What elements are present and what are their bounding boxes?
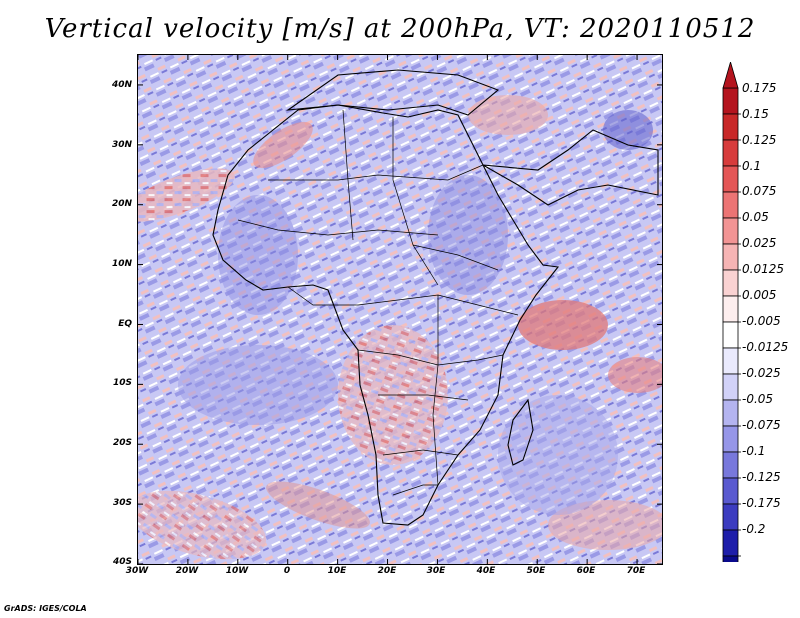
border-angola-zambia: [378, 394, 469, 401]
vertical-velocity-map: [138, 55, 662, 564]
lat-tick-label: 30S: [112, 498, 132, 508]
blue-patch-west-africa: [218, 195, 298, 315]
country-borders: [237, 109, 519, 496]
lon-tick-label: 30E: [426, 566, 446, 576]
colorbar-label: -0.025: [742, 366, 781, 380]
software-credit: GrADS: IGES/COLA: [4, 604, 87, 613]
lat-tick-label: 10N: [111, 259, 132, 269]
border-north-africa: [268, 164, 484, 181]
colorbar-swatch: [722, 555, 739, 562]
colorbar-swatch: [722, 399, 739, 427]
lon-tick-label: 50E: [526, 566, 546, 576]
colorbar-label: -0.125: [742, 470, 781, 484]
lat-lon-gridlines: [138, 55, 662, 564]
colorbar-swatch: [722, 477, 739, 505]
red-patch-morocco: [253, 121, 313, 169]
colorbar-swatch: [722, 373, 739, 401]
map-panel: [137, 54, 663, 565]
lat-tick-label: 40S: [112, 557, 132, 567]
colorbar-label: -0.075: [742, 418, 781, 432]
lon-tick-label: 40E: [476, 566, 496, 576]
colorbar-label: -0.2: [742, 522, 766, 536]
lat-tick-label: 20S: [112, 438, 132, 448]
lon-tick-label: 20W: [175, 566, 199, 576]
lat-tick-label: 30N: [111, 140, 132, 150]
colorbar-label: -0.175: [742, 496, 781, 510]
colorbar-swatch: [722, 113, 739, 141]
red-patch-east-indian-ocean: [608, 357, 662, 393]
lon-tick-label: 30W: [125, 566, 149, 576]
colorbar-swatch: [722, 503, 739, 531]
lon-tick-label: 70E: [626, 566, 646, 576]
red-patch-north-atlantic: [138, 168, 235, 222]
red-patch-indian-ocean: [518, 300, 608, 350]
red-patch-cape: [266, 481, 370, 529]
colorbar-label: 0.15: [742, 107, 769, 121]
colorbar-swatch: [722, 87, 739, 115]
blue-patch-gulf-of-guinea: [178, 345, 338, 425]
red-patch-middle-east: [468, 95, 548, 135]
colorbar-label: 0.05: [742, 210, 769, 224]
blue-patch-iran: [603, 110, 653, 150]
colorbar-label: 0.005: [742, 288, 777, 302]
mediterranean-coastline: [285, 69, 500, 116]
colorbar-label: 0.075: [742, 184, 777, 198]
colorbar-label: 0.175: [742, 81, 777, 95]
border-egypt-sudan: [392, 117, 439, 286]
plot-title: Vertical velocity [m/s] at 200hPa, VT: 2…: [44, 14, 756, 44]
colorbar-label: 0.025: [742, 236, 777, 250]
lat-tick-label: 40N: [111, 80, 132, 90]
border-central: [287, 286, 519, 316]
border-ethiopia: [412, 244, 499, 271]
blue-patch-sudan: [428, 175, 508, 295]
lon-tick-label: 0: [283, 566, 291, 576]
madagascar-coastline: [507, 398, 534, 466]
colorbar-swatch: [722, 425, 739, 453]
colorbar-swatch: [722, 321, 739, 349]
border-sahel: [237, 219, 439, 236]
colorbar: [722, 62, 741, 562]
colorbar-label: 0.1: [742, 159, 762, 173]
colorbar-swatch: [722, 191, 739, 219]
colorbar-upper-arrow: [722, 62, 739, 89]
colorbar-swatch: [722, 165, 739, 193]
lon-tick-label: 20E: [377, 566, 397, 576]
colorbar-label: -0.05: [742, 392, 774, 406]
colorbar-swatch: [722, 269, 739, 297]
colorbar-label: -0.005: [742, 314, 781, 328]
lat-tick-label: 10S: [112, 378, 132, 388]
lon-tick-label: 10E: [327, 566, 347, 576]
lon-tick-label: 60E: [576, 566, 596, 576]
arabian-peninsula-coastline: [482, 129, 659, 206]
lat-tick-label: EQ: [118, 319, 132, 329]
colorbar-swatch: [722, 139, 739, 167]
colorbar-swatch: [722, 451, 739, 479]
lat-tick-label: 20N: [111, 199, 132, 209]
colorbar-swatch: [722, 295, 739, 323]
border-libya-west: [342, 109, 354, 241]
colorbar-swatch: [722, 529, 739, 557]
colorbar-swatch: [722, 243, 739, 271]
blue-patch-mozambique-channel: [498, 395, 618, 515]
lon-tick-label: 10W: [225, 566, 249, 576]
colorbar-label: 0.125: [742, 133, 777, 147]
colorbar-swatch: [722, 217, 739, 245]
colorbar-label: 0.0125: [742, 262, 784, 276]
red-patch-southeast: [548, 500, 662, 550]
border-southern: [382, 449, 459, 456]
border-south-africa: [392, 484, 438, 496]
red-patch-south-atlantic: [138, 490, 267, 560]
colorbar-label: -0.1: [742, 444, 766, 458]
colorbar-swatch: [722, 347, 739, 375]
colorbar-label: -0.0125: [742, 340, 789, 354]
border-rift-valley: [432, 295, 439, 486]
